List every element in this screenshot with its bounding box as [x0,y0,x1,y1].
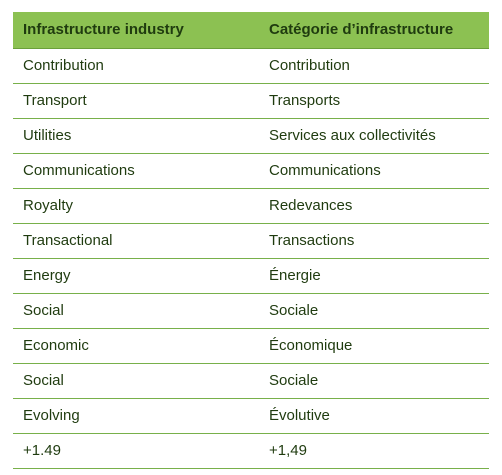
cell-english: Social [23,372,64,389]
table-row: Social Sociale [13,294,489,329]
cell-english: Economic [23,337,89,354]
cell-english: Royalty [23,197,74,214]
cell-english: Energy [23,267,71,284]
cell-english: Utilities [23,127,72,144]
table-row: Transactional Transactions [13,224,489,259]
cell-english: Transport [23,92,87,109]
translation-table: Infrastructure industry Catégorie d’infr… [13,12,489,469]
table-body: Contribution Contribution Transport Tran… [13,49,489,469]
cell-french: Contribution [269,57,350,74]
table-row: Communications Communications [13,154,489,189]
table-row: Transport Transports [13,84,489,119]
cell-english: Contribution [23,57,104,74]
cell-french: Communications [269,162,381,179]
cell-french: Sociale [269,372,319,389]
cell-english: Evolving [23,407,80,424]
table-row: Energy Énergie [13,259,489,294]
cell-french: Sociale [269,302,319,319]
table-row: Evolving Évolutive [13,399,489,434]
header-english: Infrastructure industry [23,21,184,38]
cell-english: +1.49 [23,442,61,459]
cell-french: Transports [269,92,341,109]
cell-french: Évolutive [269,407,330,424]
cell-french: +1,49 [269,442,307,459]
table-row: +1.49 +1,49 [13,434,489,469]
cell-french: Redevances [269,197,353,214]
table-row: Utilities Services aux collectivités [13,119,489,154]
cell-french: Économique [269,337,353,354]
table-row: Contribution Contribution [13,49,489,84]
cell-english: Transactional [23,232,113,249]
cell-french: Services aux collectivités [269,127,436,144]
cell-french: Énergie [269,267,321,284]
table-header-row: Infrastructure industry Catégorie d’infr… [13,12,489,49]
cell-english: Communications [23,162,135,179]
table-row: Social Sociale [13,364,489,399]
cell-english: Social [23,302,64,319]
table-row: Economic Économique [13,329,489,364]
header-french: Catégorie d’infrastructure [269,21,454,38]
table-row: Royalty Redevances [13,189,489,224]
cell-french: Transactions [269,232,355,249]
